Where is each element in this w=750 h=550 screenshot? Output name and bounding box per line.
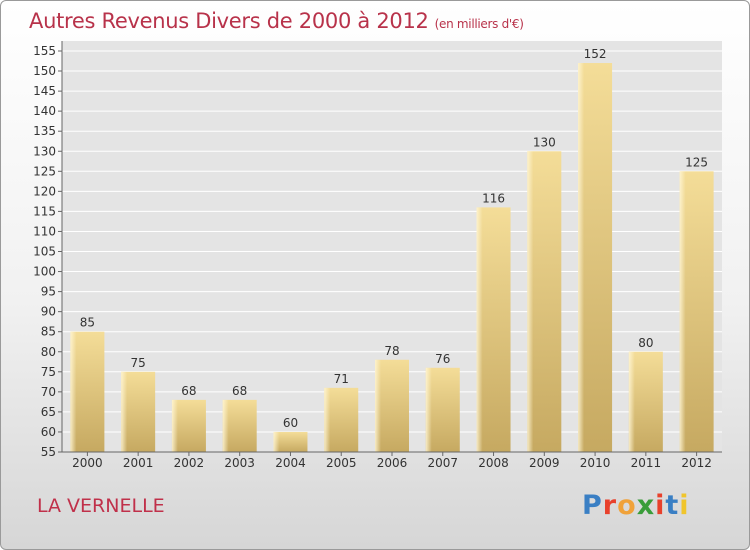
- bar-value-label: 75: [131, 356, 146, 370]
- y-tick-label: 135: [33, 124, 56, 138]
- y-tick-label: 155: [33, 44, 56, 58]
- x-tick-label: 2011: [631, 456, 662, 470]
- y-tick-label: 105: [33, 245, 56, 259]
- place-name: LA VERNELLE: [37, 495, 165, 517]
- bar-highlight: [324, 387, 331, 452]
- y-tick-label: 60: [41, 425, 56, 439]
- logo-letter: i: [679, 490, 690, 521]
- y-tick-label: 140: [33, 104, 56, 118]
- y-tick-label: 55: [41, 445, 56, 459]
- logo-letter: r: [602, 490, 618, 521]
- logo-letter: P: [582, 490, 603, 521]
- y-tick-label: 100: [33, 265, 56, 279]
- bar-value-label: 76: [435, 352, 450, 366]
- x-tick-label: 2003: [224, 456, 255, 470]
- bar-highlight: [476, 207, 483, 452]
- bar-highlight: [222, 399, 229, 452]
- bar-value-label: 78: [384, 344, 399, 358]
- x-tick-label: 2005: [326, 456, 357, 470]
- bar-highlight: [527, 151, 534, 452]
- bar-highlight: [375, 359, 381, 452]
- bar-highlight: [70, 331, 77, 452]
- bar-highlight: [171, 399, 178, 452]
- y-tick-label: 145: [33, 84, 56, 98]
- x-tick-label: 2008: [478, 456, 509, 470]
- logo-letter: t: [665, 490, 680, 521]
- bar-value-label: 60: [283, 416, 298, 430]
- x-tick-label: 2000: [72, 456, 103, 470]
- x-tick-label: 2002: [174, 456, 205, 470]
- bar-value-label: 68: [181, 384, 196, 398]
- x-tick-label: 2012: [681, 456, 712, 470]
- bar-highlight: [628, 351, 635, 452]
- x-tick-label: 2009: [529, 456, 560, 470]
- bar-value-label: 80: [638, 336, 653, 350]
- x-tick-label: 2007: [427, 456, 458, 470]
- logo-letter: i: [655, 490, 666, 521]
- y-tick-label: 70: [41, 385, 56, 399]
- bar-highlight: [425, 367, 432, 452]
- bar: [273, 431, 308, 452]
- y-tick-label: 150: [33, 64, 56, 78]
- bar-highlight: [121, 371, 128, 452]
- logo-letter: x: [636, 490, 656, 521]
- x-tick-label: 2006: [377, 456, 408, 470]
- chart-title: Autres Revenus Divers de 2000 à 2012 (en …: [29, 9, 524, 33]
- proxiti-logo: Proxiti: [582, 490, 690, 521]
- bar-highlight: [679, 171, 686, 453]
- y-tick-label: 110: [33, 224, 56, 238]
- y-tick-label: 95: [41, 285, 56, 299]
- bar-highlight: [273, 431, 280, 452]
- bar-value-label: 85: [80, 316, 95, 330]
- bar-highlight: [578, 63, 585, 452]
- x-tick-label: 2004: [275, 456, 306, 470]
- bar-value-label: 68: [232, 384, 247, 398]
- y-tick-label: 115: [33, 204, 56, 218]
- bar-value-label: 125: [685, 155, 708, 169]
- x-tick-label: 2010: [580, 456, 611, 470]
- x-tick-label: 2001: [123, 456, 154, 470]
- y-tick-label: 130: [33, 144, 56, 158]
- bar-value-label: 130: [533, 135, 556, 149]
- logo-letter: o: [617, 490, 637, 521]
- y-tick-label: 120: [33, 184, 56, 198]
- bar-value-label: 152: [584, 47, 607, 61]
- y-tick-label: 90: [41, 305, 56, 319]
- bar-value-label: 116: [482, 191, 505, 205]
- bar-value-label: 71: [334, 372, 349, 386]
- y-tick-label: 85: [41, 325, 56, 339]
- y-tick-label: 65: [41, 405, 56, 419]
- y-tick-label: 125: [33, 164, 56, 178]
- y-tick-label: 80: [41, 345, 56, 359]
- y-tick-label: 75: [41, 365, 56, 379]
- chart-subtitle: (en milliers d'€): [434, 17, 524, 31]
